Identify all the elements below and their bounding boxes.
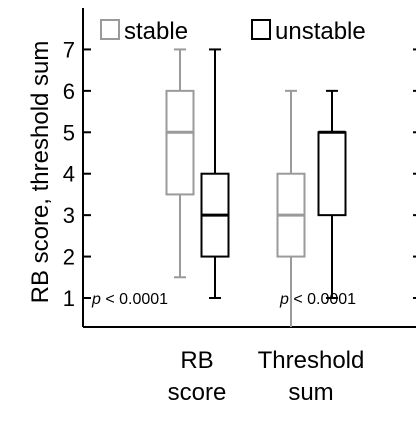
y-tick-label: 1	[63, 286, 75, 311]
y-tick-label: 5	[63, 120, 75, 145]
legend-swatch-unstable	[251, 19, 271, 40]
category-label: score	[168, 379, 227, 406]
category-label: Threshold	[258, 347, 365, 374]
y-tick-label: 7	[63, 37, 75, 62]
y-tick-label: 2	[63, 245, 75, 270]
category-label: sum	[288, 379, 333, 406]
unstable-box	[317, 131, 347, 217]
y-axis-label: RB score, threshold sum	[27, 41, 54, 304]
legend-label-stable: stable	[124, 18, 188, 45]
legend-label-unstable: unstable	[275, 18, 366, 45]
plot-area: 1 2 3 4 5 6 7 stable unstable p < 0.0001 p < 0.000…	[63, 8, 416, 406]
p-value-annotation: p < 0.0001	[91, 291, 168, 308]
p-value-annotation: p < 0.0001	[279, 291, 356, 308]
legend-swatch-stable	[100, 19, 120, 40]
category-label: RB	[180, 347, 213, 374]
y-tick-label: 6	[63, 79, 75, 104]
stable-box	[165, 89, 195, 196]
y-tick-label: 4	[63, 162, 75, 187]
y-tick-label: 3	[63, 203, 75, 228]
